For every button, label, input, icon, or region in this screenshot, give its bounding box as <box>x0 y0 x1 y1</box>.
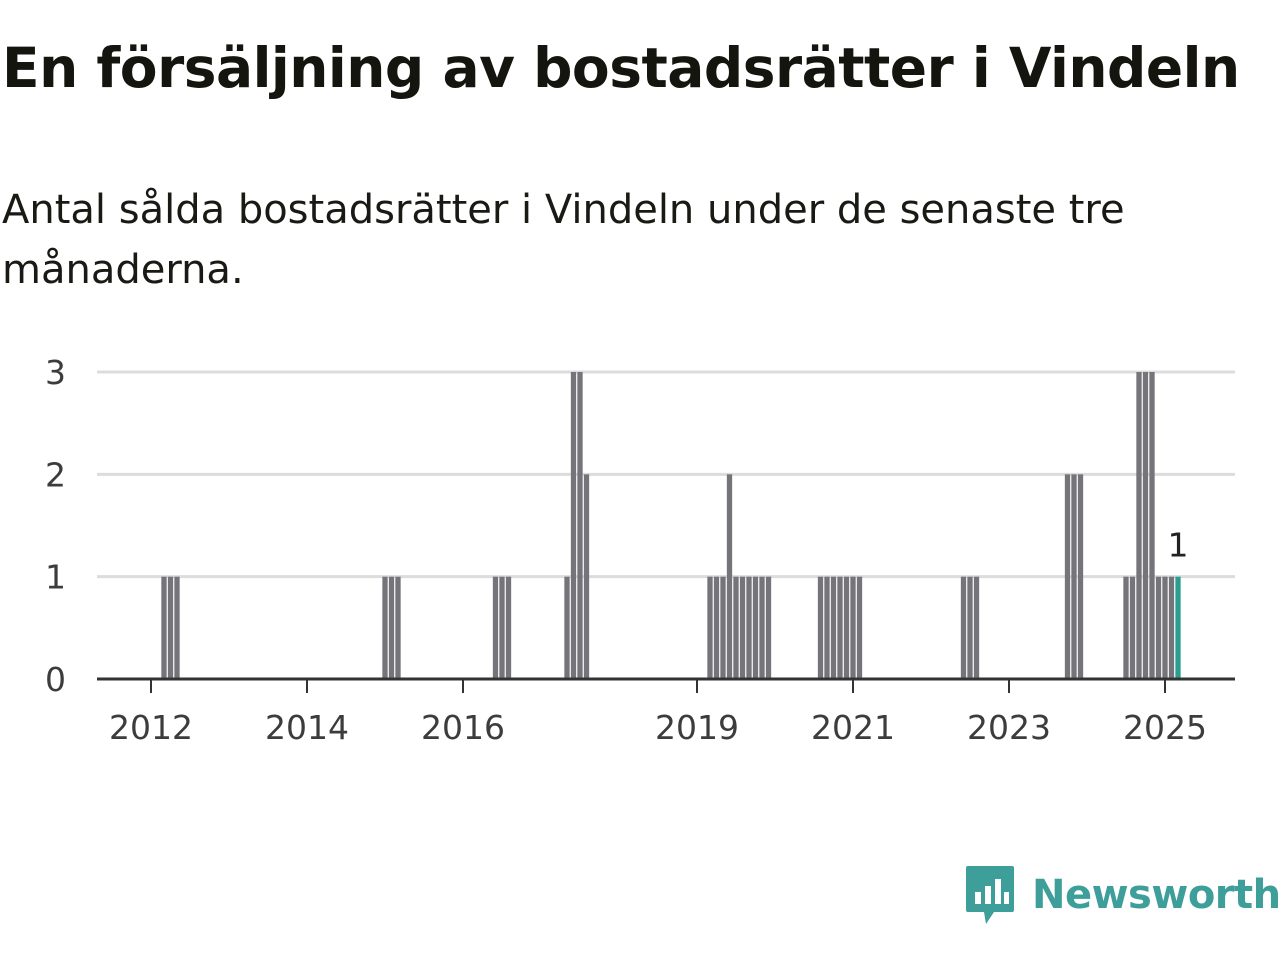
bar <box>837 576 843 679</box>
bar <box>733 576 739 679</box>
bar <box>824 576 830 679</box>
bar <box>1123 576 1129 679</box>
bar <box>1064 474 1071 679</box>
bar <box>850 576 856 679</box>
x-tick-label: 2016 <box>421 708 505 747</box>
gridlines <box>97 370 1235 579</box>
bar <box>765 576 772 679</box>
bar <box>1162 576 1168 679</box>
bar <box>1168 576 1175 679</box>
y-tick-label: 0 <box>45 660 66 699</box>
x-tick-label: 2019 <box>655 708 739 747</box>
bar <box>1136 372 1142 679</box>
data-label: 1 <box>1168 526 1189 565</box>
bar <box>577 372 583 679</box>
brand-logo: Newsworthy <box>964 864 1280 926</box>
bars <box>161 372 1181 679</box>
bar <box>564 576 570 679</box>
brand-name: Newsworthy <box>1032 872 1280 918</box>
x-tick-label: 2021 <box>811 708 895 747</box>
bar <box>1077 474 1084 679</box>
bar <box>382 576 388 679</box>
bar <box>1129 576 1136 679</box>
y-tick-label: 3 <box>45 353 66 392</box>
bar <box>960 576 967 679</box>
bar <box>583 474 590 679</box>
bar <box>707 576 713 679</box>
bar <box>752 576 759 679</box>
bar <box>739 576 746 679</box>
x-tick-label: 2023 <box>967 708 1051 747</box>
bar <box>570 372 577 679</box>
newsworthy-logo-icon <box>966 866 1014 924</box>
bar <box>505 576 512 679</box>
bar <box>713 576 720 679</box>
bar <box>1149 372 1155 679</box>
bar <box>746 576 752 679</box>
chart-subtitle: Antal sålda bostadsrätter i Vindeln unde… <box>2 187 1125 293</box>
bar <box>759 576 765 679</box>
bar <box>167 576 174 679</box>
bar <box>843 576 850 679</box>
bar <box>973 576 980 679</box>
bar <box>720 576 726 679</box>
bar <box>395 576 401 679</box>
x-axis-ticks: 2012 2014 2016 2019 2021 2023 2025 <box>109 679 1207 747</box>
bar <box>726 474 733 679</box>
bar <box>499 576 505 679</box>
chart-title: En försäljning av bostadsrätter i Vindel… <box>2 36 1240 100</box>
bar <box>1155 576 1162 679</box>
bar <box>817 576 824 679</box>
x-tick-label: 2012 <box>109 708 193 747</box>
y-axis-ticks: 0 1 2 3 <box>45 353 66 699</box>
bar <box>1071 474 1077 679</box>
bar-highlight <box>1175 576 1181 679</box>
bar <box>856 576 863 679</box>
bar-chart: 0 1 2 3 2012 2014 2016 2019 2021 2023 2025 1 <box>45 353 1235 747</box>
bar <box>161 576 167 679</box>
y-tick-label: 2 <box>45 455 66 494</box>
bar <box>388 576 395 679</box>
x-tick-label: 2025 <box>1123 708 1207 747</box>
data-labels: 1 <box>1168 526 1189 565</box>
y-tick-label: 1 <box>45 558 66 597</box>
bar <box>1142 372 1149 679</box>
bar <box>830 576 837 679</box>
bar <box>492 576 499 679</box>
bar <box>967 576 973 679</box>
x-tick-label: 2014 <box>265 708 349 747</box>
bar <box>174 576 180 679</box>
